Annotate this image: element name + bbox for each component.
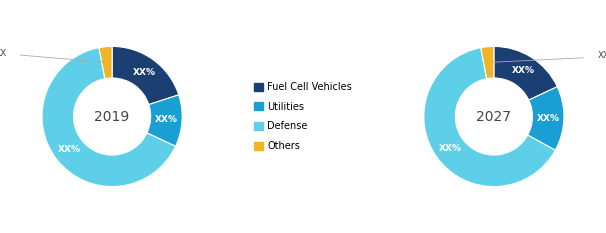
Wedge shape [99,46,112,79]
Wedge shape [528,87,564,150]
Text: XX%: XX% [133,68,156,77]
Text: XX: XX [0,49,7,58]
Wedge shape [424,48,555,187]
Text: XX%: XX% [511,66,534,75]
Text: 2019: 2019 [95,110,130,123]
Text: XX%: XX% [537,114,560,123]
Wedge shape [481,46,494,79]
Wedge shape [494,46,558,100]
Text: XX%: XX% [598,51,606,60]
Wedge shape [147,95,182,146]
Text: XX%: XX% [58,145,81,154]
Wedge shape [112,46,179,105]
Legend: Fuel Cell Vehicles, Utilities, Defense, Others: Fuel Cell Vehicles, Utilities, Defense, … [250,78,356,155]
Text: XX%: XX% [155,115,178,124]
Wedge shape [42,48,176,187]
Text: 2027: 2027 [476,110,511,123]
Text: XX%: XX% [439,144,461,153]
